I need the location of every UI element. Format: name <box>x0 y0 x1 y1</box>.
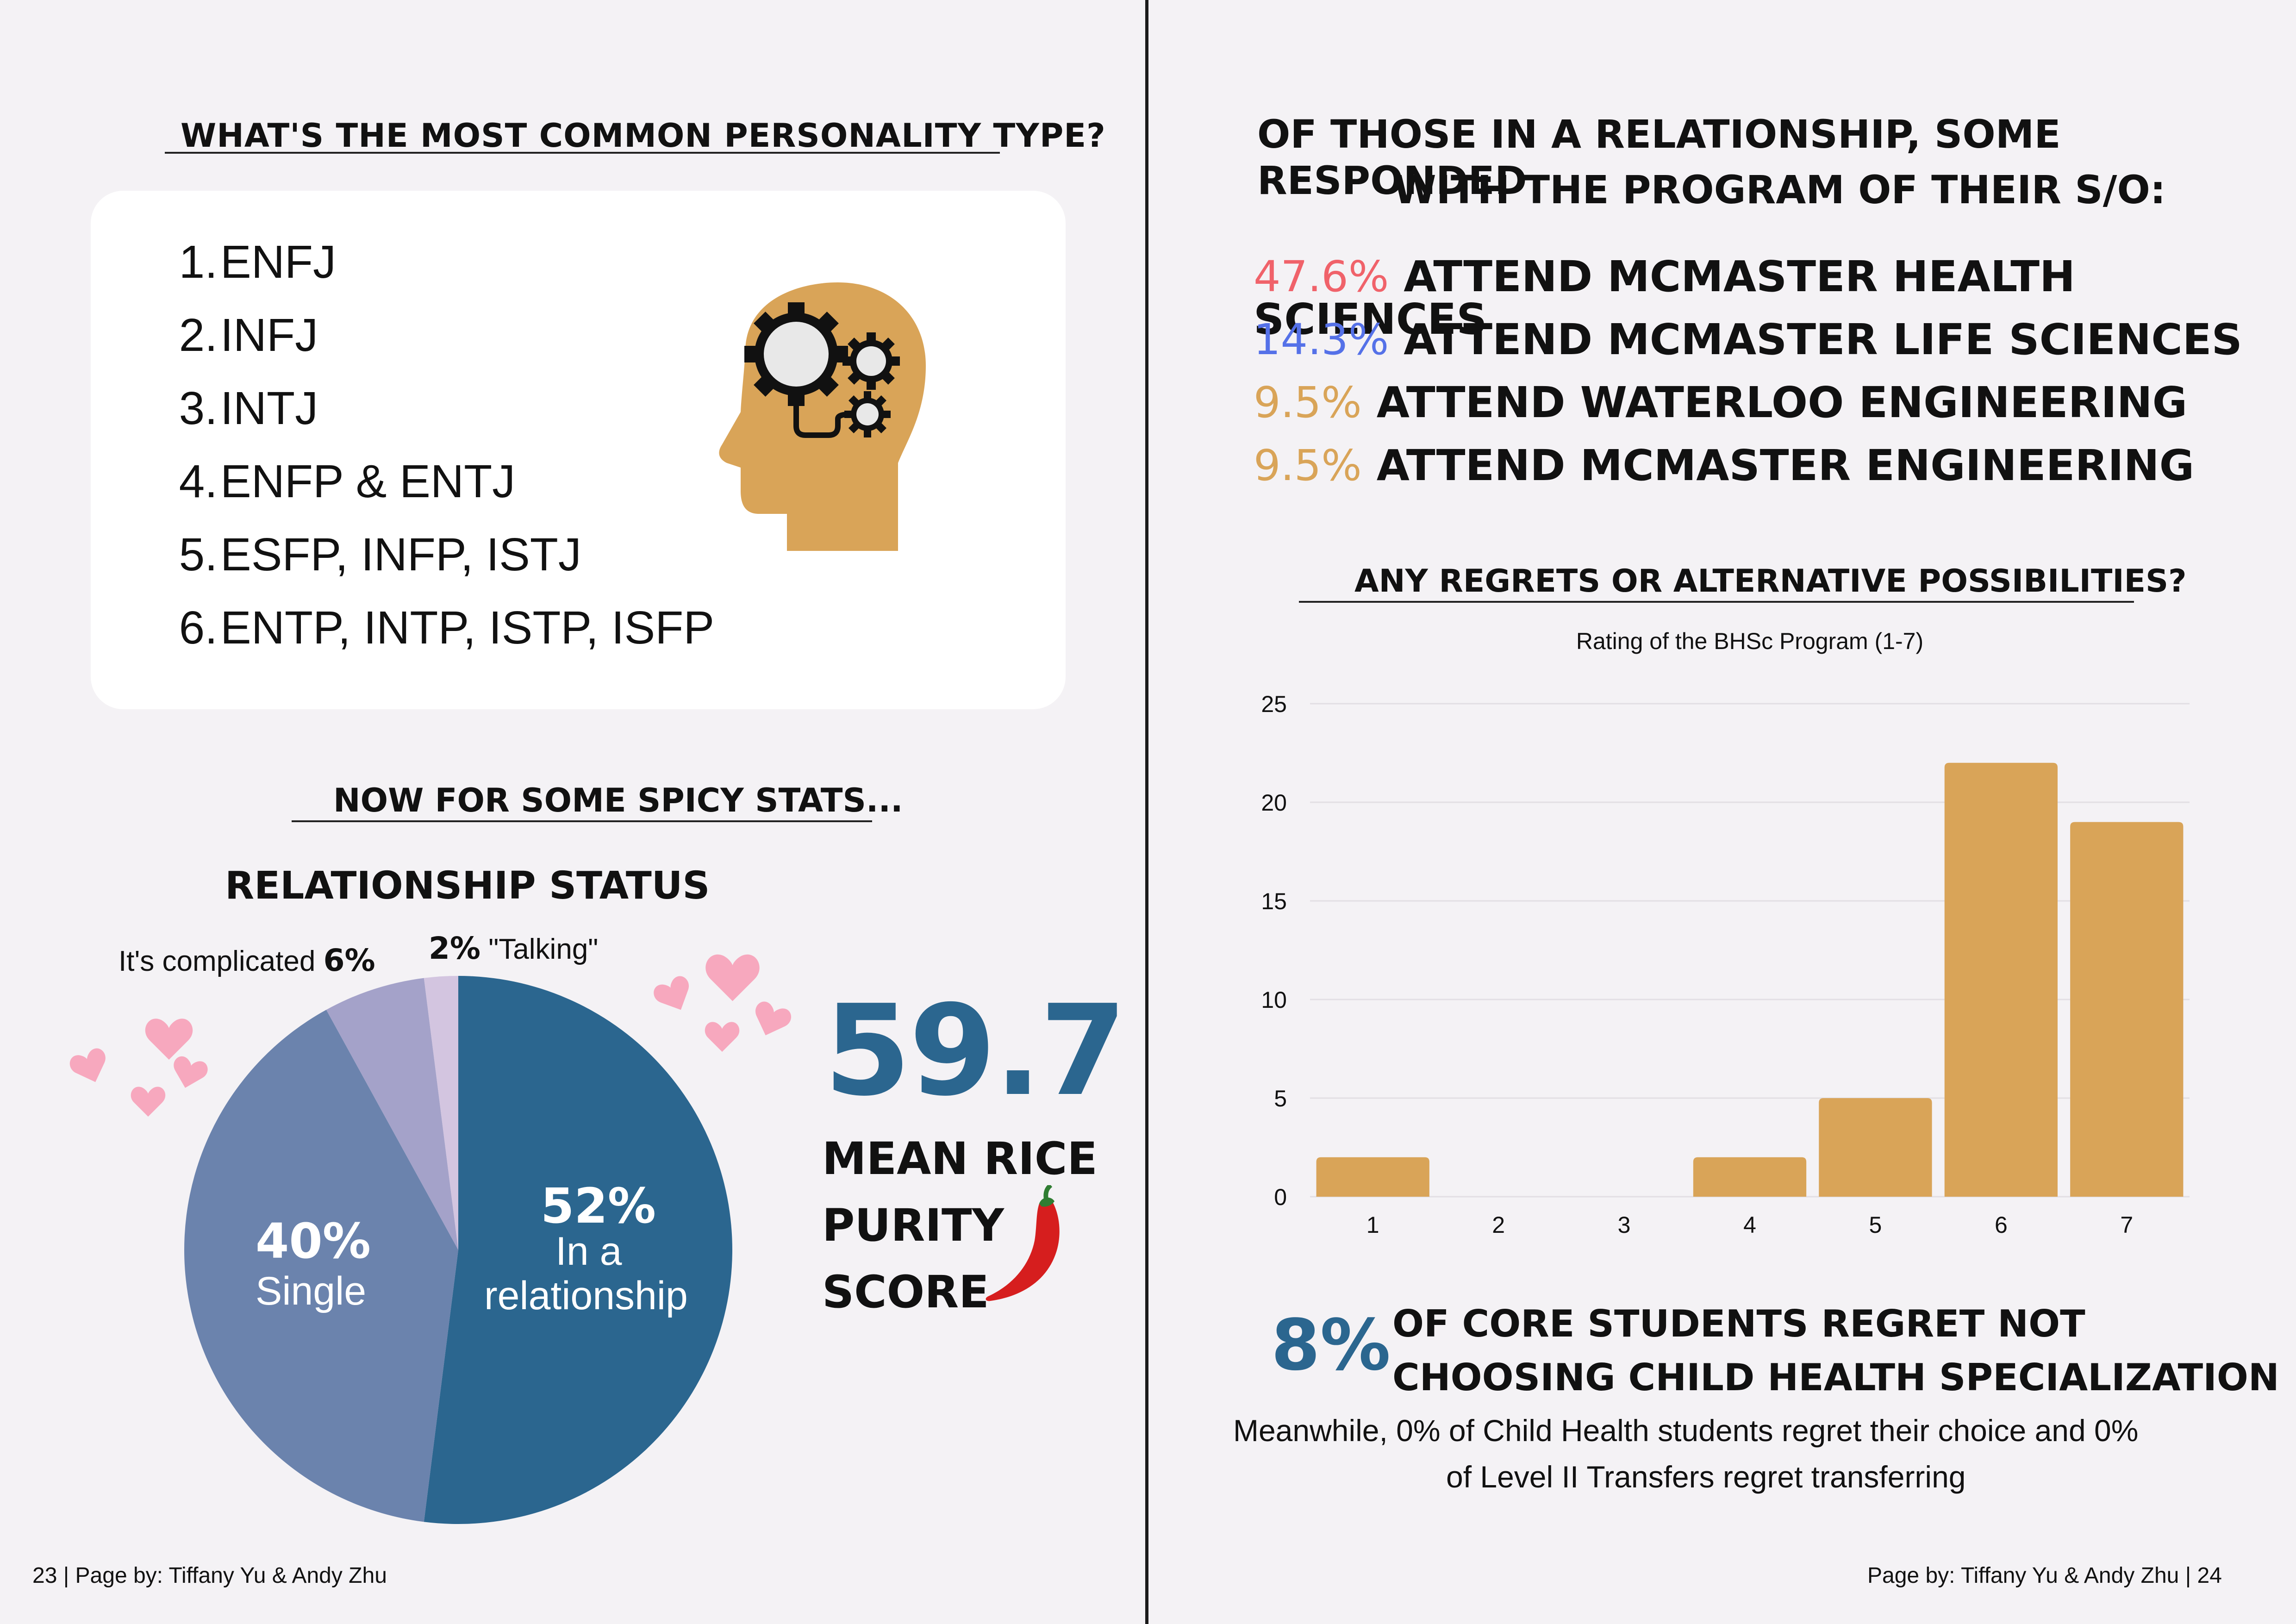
regret-line1: of core students regret not <box>1392 1302 2085 1345</box>
bar <box>1316 1157 1429 1197</box>
rice-purity-line2: Purity <box>822 1199 1004 1251</box>
so-heading-line1: Of those in a relationship, some respond… <box>1257 112 2061 203</box>
regrets-heading: Any regrets or alternative possibilities… <box>1354 563 2187 600</box>
personality-heading: What's the most common personality type? <box>181 117 1106 155</box>
so-item-pct: 9.5% <box>1254 378 1362 427</box>
y-tick-label: 20 <box>1261 790 1287 816</box>
bar <box>1693 1157 1807 1197</box>
y-tick-label: 25 <box>1261 691 1287 717</box>
pie-label-complicated-pct: 6% <box>323 943 375 978</box>
personality-item: 1.ENFJ <box>179 236 336 288</box>
x-tick-label: 2 <box>1492 1212 1505 1238</box>
pie-label-complicated: It's complicated 6% <box>119 943 375 978</box>
rice-purity-value: 59.7 <box>824 978 1127 1124</box>
pie-label-rel-line1: In a <box>555 1229 622 1274</box>
pie-label-rel-pct: 52% <box>541 1178 656 1234</box>
y-tick-label: 0 <box>1274 1184 1287 1210</box>
regret-note-line1: Meanwhile, 0% of Child Health students r… <box>1233 1413 2139 1448</box>
chili-pepper-icon <box>986 1185 1060 1301</box>
y-tick-label: 5 <box>1274 1086 1287 1112</box>
so-item: 14.3% attend McMaster Life Sciences <box>1254 315 2242 364</box>
so-item: 9.5% attend McMaster Engineering <box>1254 441 2195 490</box>
bar <box>2070 822 2184 1197</box>
bar <box>1819 1098 1932 1197</box>
regrets-heading-underline <box>1299 601 2134 603</box>
pie-slice <box>326 978 458 1250</box>
footer-left: 23 | Page by: Tiffany Yu & Andy Zhu <box>32 1563 387 1588</box>
relationship-pie-chart <box>184 976 732 1524</box>
hearts-right-icon <box>654 954 792 1052</box>
so-item-pct: 14.3% <box>1254 315 1389 364</box>
chart-title: Rating of the BHSc Program (1-7) <box>1576 628 1923 654</box>
regret-line2: choosing Child Health specialization <box>1392 1356 2279 1399</box>
x-tick-label: 7 <box>2120 1212 2133 1238</box>
so-item: 9.5% attend Waterloo Engineering <box>1254 378 2188 427</box>
relationship-title: Relationship Status <box>225 864 710 908</box>
spicy-heading-underline <box>292 820 872 822</box>
pie-slice <box>424 976 458 1250</box>
personality-item: 3.INTJ <box>179 382 318 434</box>
personality-item: 4.ENFP & ENTJ <box>179 456 516 507</box>
so-item-pct: 9.5% <box>1254 441 1362 490</box>
so-item-pct: 47.6% <box>1254 252 1389 301</box>
x-tick-label: 4 <box>1743 1212 1756 1238</box>
pie-label-rel-line2: relationship <box>484 1274 688 1318</box>
hearts-left-icon <box>69 1018 208 1117</box>
pie-slice <box>184 1010 459 1522</box>
pie-label-talking: 2% "Talking" <box>429 931 599 966</box>
head-gears-icon <box>719 282 926 551</box>
pie-label-single-pct: 40% <box>256 1213 371 1269</box>
so-heading-line2: with the program of their S/O: <box>1393 167 2166 212</box>
personality-item: 5.ESFP, INFP, ISTJ <box>179 529 581 581</box>
regret-note-line2: of Level II Transfers regret transferrin… <box>1446 1460 1966 1494</box>
spicy-heading: Now for some spicy stats... <box>333 781 903 819</box>
rice-purity-line1: Mean Rice <box>822 1133 1098 1185</box>
pie-slice <box>424 976 732 1524</box>
rice-purity-line3: Score <box>822 1266 989 1318</box>
pie-label-talking-pct: 2% <box>429 931 481 966</box>
y-tick-label: 15 <box>1261 888 1287 914</box>
y-tick-label: 10 <box>1261 987 1287 1013</box>
bhsc-rating-bar-chart: Rating of the BHSc Program (1-7)05101520… <box>1261 628 2190 1238</box>
personality-item: 6.ENTP, INTP, ISTP, ISFP <box>179 602 715 654</box>
footer-right: Page by: Tiffany Yu & Andy Zhu | 24 <box>1867 1563 2222 1588</box>
so-item: 47.6% attend McMaster Health Sciences <box>1254 252 2075 344</box>
personality-heading-underline <box>165 152 1000 154</box>
bar <box>1944 762 2058 1197</box>
x-tick-label: 3 <box>1618 1212 1631 1238</box>
page-divider <box>1145 0 1148 1624</box>
x-tick-label: 1 <box>1366 1212 1379 1238</box>
regret-pct: 8% <box>1271 1304 1391 1386</box>
personality-item: 2.INFJ <box>179 309 318 361</box>
x-tick-label: 6 <box>1995 1212 2008 1238</box>
x-tick-label: 5 <box>1869 1212 1882 1238</box>
pie-label-single: Single <box>256 1269 367 1313</box>
